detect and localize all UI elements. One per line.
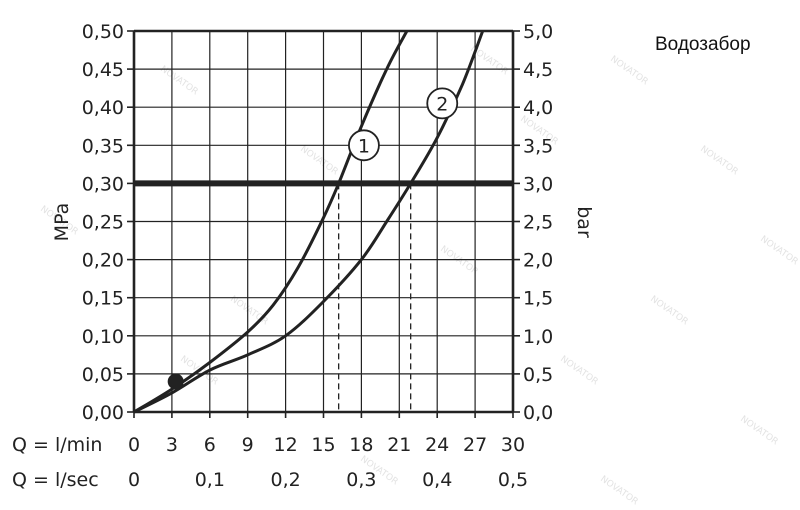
marker-point [167, 373, 184, 390]
y-tick-label-right: 4,5 [523, 59, 553, 81]
chart-caption: Водозабор [655, 34, 751, 55]
y-tick-label-right: 4,0 [523, 97, 553, 119]
y-tick-label-left: 0,05 [82, 364, 124, 386]
watermark-text: NOVATOR [738, 414, 779, 447]
watermark-text: NOVATOR [228, 294, 269, 327]
watermark-text: NOVATOR [558, 354, 599, 387]
x-tick-label: 24 [425, 434, 449, 456]
watermark-text: NOVATOR [698, 144, 739, 177]
x-secondary-tick-label: 0,1 [195, 469, 225, 491]
x-secondary-tick-label: 0,2 [270, 469, 300, 491]
series-layer: 12 [133, 30, 485, 414]
x-axis-secondary-unit-label: Q = l/sec [12, 469, 99, 491]
series-label-1: 1 [358, 135, 370, 157]
y-tick-label-right: 3,0 [523, 173, 553, 195]
series-label-2: 2 [436, 93, 448, 115]
watermark-text: NOVATOR [298, 144, 339, 177]
watermark-text: NOVATOR [598, 474, 639, 507]
watermark-text: NOVATOR [648, 294, 689, 327]
x-tick-label: 9 [242, 434, 254, 456]
watermark-layer: NOVATOR NOVATOR NOVATOR NOVATOR NOVATOR NOVAT… [38, 44, 799, 507]
x-secondary-tick-label: 0,5 [498, 469, 528, 491]
y-tick-label-left: 0,40 [82, 97, 124, 119]
x-secondary-tick-label: 0,4 [422, 469, 452, 491]
y-tick-label-left: 0,15 [82, 288, 124, 310]
x-tick-label: 21 [387, 434, 411, 456]
grid [127, 29, 520, 418]
y-tick-label-right: 1,0 [523, 326, 553, 348]
series-label-circle-1 [348, 129, 380, 162]
x-tick-label: 0 [128, 434, 140, 456]
y-tick-label-right: 0,0 [523, 402, 553, 424]
x-tick-label: 27 [463, 434, 487, 456]
x-secondary-tick-label: 0,3 [346, 469, 376, 491]
y-tick-label-left: 0,45 [82, 59, 124, 81]
x-tick-label: 30 [501, 434, 525, 456]
y-tick-label-left: 0,25 [82, 212, 124, 234]
watermark-text: NOVATOR [438, 244, 479, 277]
y-tick-label-right: 3,5 [523, 135, 553, 157]
y-tick-label-right: 2,0 [523, 250, 553, 272]
y-tick-label-right: 2,5 [523, 212, 553, 234]
y-tick-label-left: 0,35 [82, 135, 124, 157]
y-tick-label-left: 0,00 [82, 402, 124, 424]
series-line-2 [133, 30, 485, 414]
dashed-drop-lines [338, 183, 412, 412]
tick-labels: 0,000,050,100,150,200,250,300,350,400,45… [12, 21, 595, 491]
y-axis-title-left: MPa [51, 203, 73, 242]
y-axis-title-right: bar [573, 206, 595, 238]
watermark-text: NOVATOR [758, 234, 799, 267]
y-tick-label-right: 1,5 [523, 288, 553, 310]
watermark-text: NOVATOR [608, 54, 649, 87]
y-tick-label-left: 0,10 [82, 326, 124, 348]
y-tick-label-right: 0,5 [523, 364, 553, 386]
x-tick-label: 18 [349, 434, 373, 456]
x-axis-unit-label: Q = l/min [12, 434, 102, 456]
x-tick-label: 6 [204, 434, 216, 456]
x-tick-label: 15 [311, 434, 335, 456]
series-label-circle-2 [426, 87, 459, 120]
series-line-1 [133, 30, 409, 414]
x-secondary-tick-label: 0 [128, 469, 140, 491]
y-tick-label-left: 0,50 [82, 21, 124, 43]
y-tick-label-left: 0,30 [82, 173, 124, 195]
x-tick-label: 3 [166, 434, 178, 456]
y-tick-label-right: 5,0 [523, 21, 553, 43]
x-tick-label: 12 [274, 434, 298, 456]
y-tick-label-left: 0,20 [82, 250, 124, 272]
